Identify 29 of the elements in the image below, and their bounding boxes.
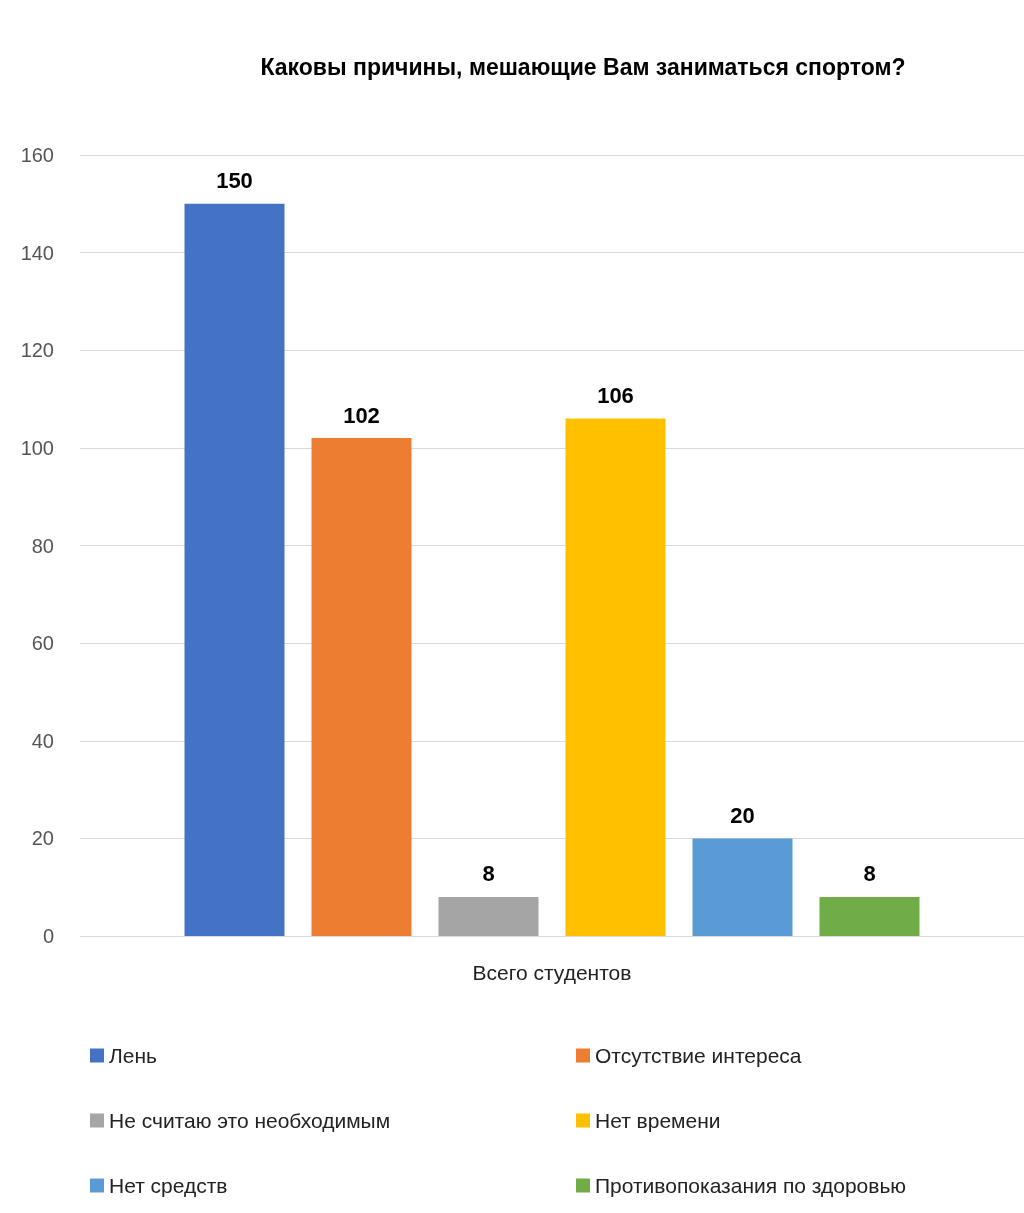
data-label: 8 <box>863 861 876 887</box>
bar <box>819 896 920 936</box>
y-tick-label: 0 <box>42 925 54 947</box>
bar <box>565 418 666 936</box>
data-label: 102 <box>343 402 380 428</box>
bar <box>438 896 539 936</box>
legend-label: Нет средств <box>109 1174 228 1197</box>
y-tick-label: 40 <box>31 729 54 752</box>
y-tick-label: 80 <box>31 534 54 557</box>
data-label: 20 <box>730 802 755 828</box>
y-tick-label: 100 <box>20 436 54 459</box>
legend-label: Противопоказания по здоровью <box>595 1174 907 1197</box>
chart-title: Каковы причины, мешающие Вам заниматься спортом? <box>260 53 906 80</box>
data-label: 150 <box>216 168 253 194</box>
y-tick-label: 160 <box>20 144 54 166</box>
data-label: 106 <box>597 383 634 409</box>
bar <box>311 438 412 936</box>
x-tick-label: Всего студентов <box>472 961 632 984</box>
bar <box>692 838 793 936</box>
y-tick-label: 60 <box>31 632 54 655</box>
bar <box>184 203 285 936</box>
legend-label: Отсутствие интереса <box>595 1044 802 1067</box>
legend-label: Не считаю это необходимым <box>109 1109 391 1132</box>
legend-label: Нет времени <box>595 1109 721 1132</box>
y-tick-label: 140 <box>20 241 54 264</box>
legend-label: Лень <box>109 1044 158 1067</box>
data-label: 8 <box>482 861 495 887</box>
y-tick-label: 20 <box>31 827 54 850</box>
y-tick-label: 120 <box>20 339 54 362</box>
